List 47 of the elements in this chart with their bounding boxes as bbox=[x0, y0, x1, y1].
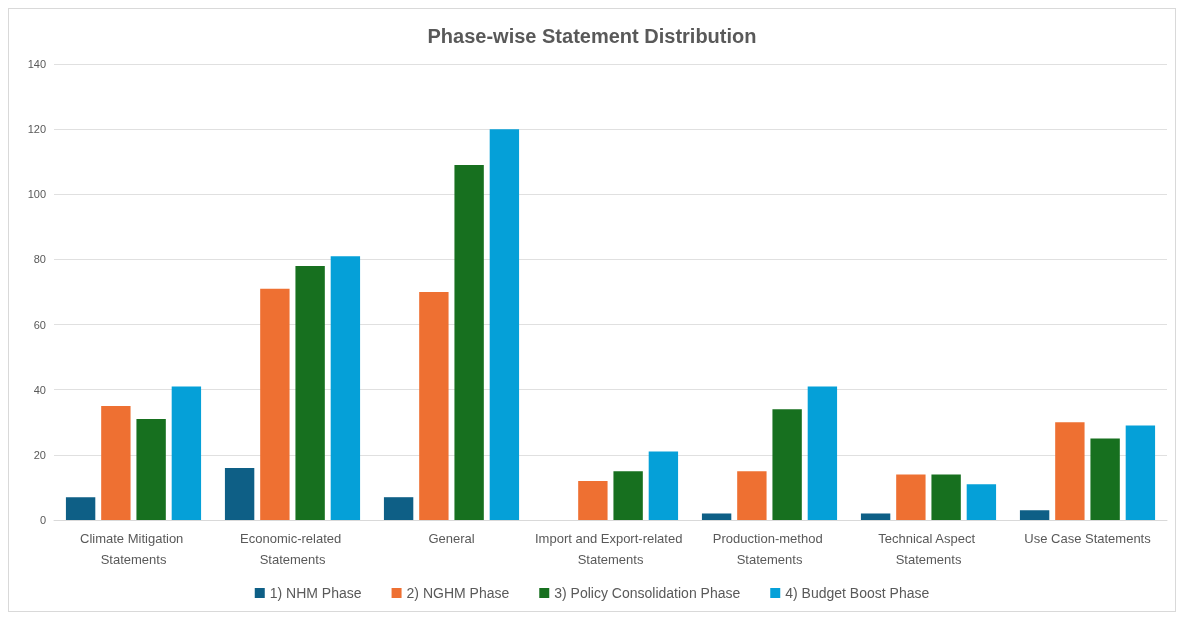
bar bbox=[65, 497, 96, 520]
x-tick-label: Economic-related Statements bbox=[240, 531, 345, 567]
bar bbox=[1090, 438, 1120, 520]
bar bbox=[648, 451, 679, 520]
bar bbox=[737, 471, 767, 520]
y-tick-label: 140 bbox=[27, 58, 46, 70]
bar bbox=[931, 474, 961, 520]
bar bbox=[136, 419, 166, 520]
chart-title: Phase-wise Statement Distribution bbox=[427, 25, 757, 47]
bar bbox=[101, 406, 131, 520]
legend-label: 1) NHM Phase bbox=[269, 585, 362, 601]
bar bbox=[772, 409, 802, 520]
legend-label: 3) Policy Consolidation Phase bbox=[554, 585, 741, 601]
y-tick-label: 60 bbox=[33, 318, 46, 331]
legend-label: 4) Budget Boost Phase bbox=[785, 585, 930, 601]
bar bbox=[578, 480, 608, 520]
x-tick-label: Technical Aspect Statements bbox=[878, 531, 979, 567]
x-tick-label: Climate Mitigation Statements bbox=[80, 531, 187, 567]
bar bbox=[860, 513, 891, 520]
bar bbox=[896, 474, 926, 520]
x-tick-label: Import and Export-related Statements bbox=[534, 531, 687, 567]
bar bbox=[224, 467, 255, 520]
bar bbox=[171, 386, 202, 520]
y-tick-label: 40 bbox=[33, 383, 46, 396]
bar bbox=[383, 497, 414, 520]
bar bbox=[330, 256, 361, 520]
bar bbox=[489, 129, 520, 520]
x-tick-label: General bbox=[428, 531, 475, 546]
bar bbox=[966, 484, 997, 520]
x-tick-label: Production-method Statements bbox=[712, 531, 827, 567]
y-tick-label: 100 bbox=[27, 188, 46, 201]
x-tick-label: Use Case Statements bbox=[1024, 531, 1152, 546]
bar bbox=[1055, 422, 1085, 520]
y-tick-label: 120 bbox=[27, 123, 46, 136]
bar bbox=[419, 292, 449, 520]
bar bbox=[295, 265, 325, 520]
y-tick-label: 80 bbox=[33, 253, 46, 266]
legend-label: 2) NGHM Phase bbox=[406, 585, 510, 601]
y-tick-label: 20 bbox=[33, 448, 46, 461]
bar bbox=[454, 164, 484, 520]
bar bbox=[807, 386, 838, 520]
bar bbox=[613, 471, 643, 520]
bar bbox=[1019, 510, 1050, 520]
bar bbox=[260, 288, 290, 520]
y-tick-label: 0 bbox=[39, 514, 46, 526]
bar bbox=[701, 513, 732, 520]
bar bbox=[1125, 425, 1156, 520]
